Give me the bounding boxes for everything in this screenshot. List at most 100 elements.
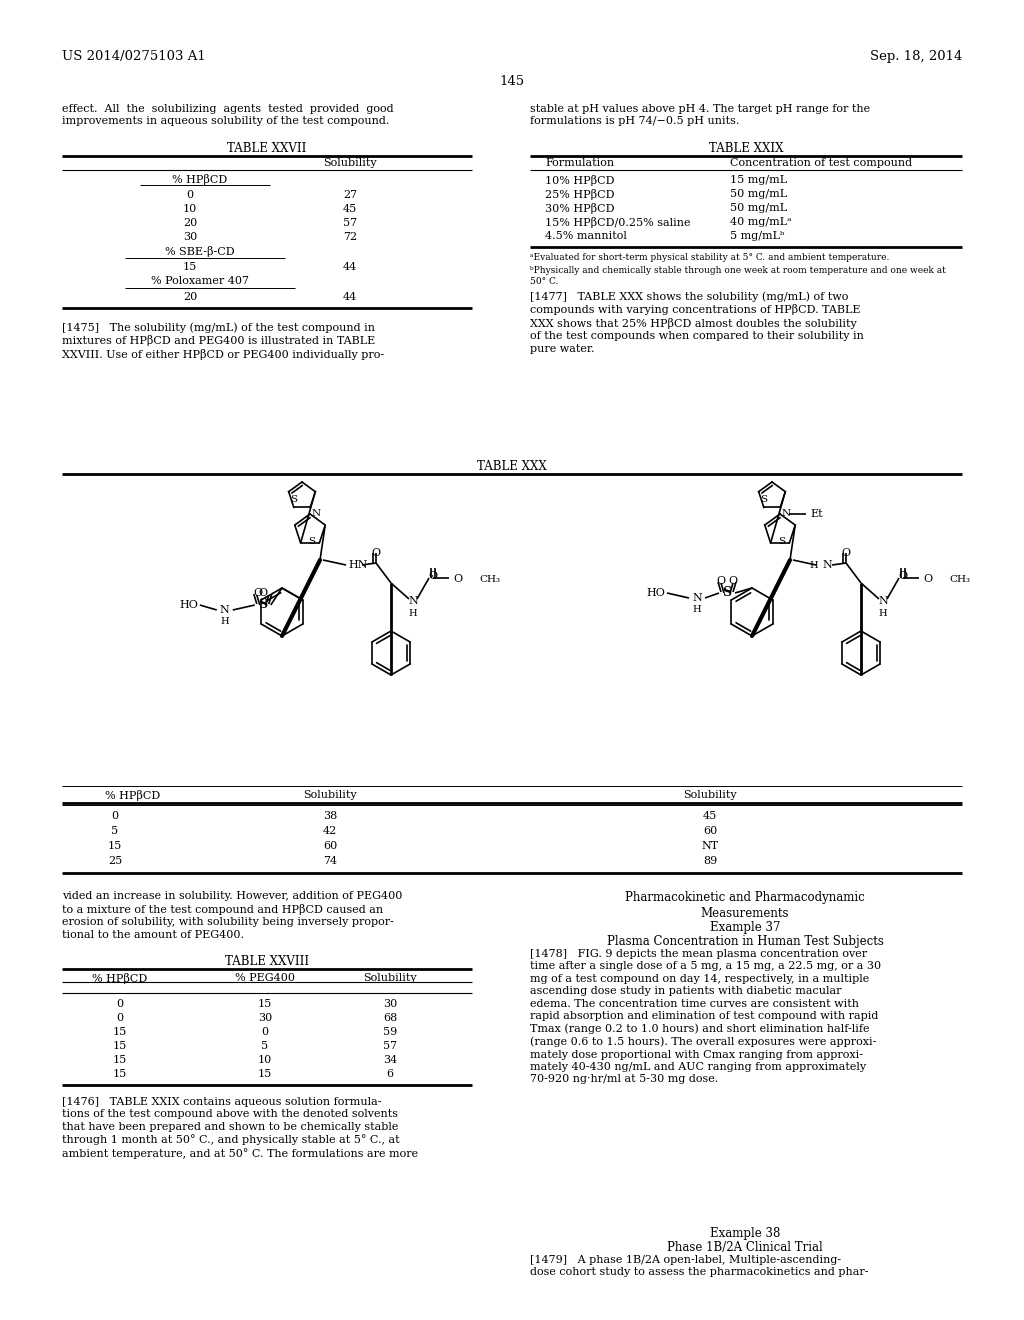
Text: effect.  All  the  solubilizing  agents  tested  provided  good
improvements in : effect. All the solubilizing agents test… <box>62 104 393 127</box>
Text: 89: 89 <box>702 855 717 866</box>
Text: Solubility: Solubility <box>324 158 377 168</box>
Text: O: O <box>924 574 933 583</box>
Text: TABLE XXVIII: TABLE XXVIII <box>225 954 309 968</box>
Text: % Poloxamer 407: % Poloxamer 407 <box>151 276 249 286</box>
Text: Phase 1B/2A Clinical Trial: Phase 1B/2A Clinical Trial <box>667 1241 823 1254</box>
Text: 45: 45 <box>343 205 357 214</box>
Text: 15: 15 <box>108 841 122 851</box>
Text: 10% HPβCD: 10% HPβCD <box>545 176 614 186</box>
Text: ᵃEvaluated for short-term physical stability at 5° C. and ambient temperature.: ᵃEvaluated for short-term physical stabi… <box>530 253 890 261</box>
Text: 25: 25 <box>108 855 122 866</box>
Text: 6: 6 <box>386 1069 393 1078</box>
Text: Pharmacokinetic and Pharmacodynamic
Measurements: Pharmacokinetic and Pharmacodynamic Meas… <box>625 891 865 920</box>
Text: [1475]   The solubility (mg/mL) of the test compound in
mixtures of HPβCD and PE: [1475] The solubility (mg/mL) of the tes… <box>62 322 384 360</box>
Text: TABLE XXX: TABLE XXX <box>477 459 547 473</box>
Text: N: N <box>220 605 229 615</box>
Text: 0: 0 <box>117 1012 124 1023</box>
Text: 0: 0 <box>112 810 119 821</box>
Text: vided an increase in solubility. However, addition of PEG400
to a mixture of the: vided an increase in solubility. However… <box>62 891 402 940</box>
Text: 44: 44 <box>343 261 357 272</box>
Text: [1476]   TABLE XXIX contains aqueous solution formula-
tions of the test compoun: [1476] TABLE XXIX contains aqueous solut… <box>62 1097 418 1159</box>
Text: [1477]   TABLE XXX shows the solubility (mg/mL) of two
compounds with varying co: [1477] TABLE XXX shows the solubility (m… <box>530 290 864 354</box>
Text: 30: 30 <box>258 1012 272 1023</box>
Text: 30: 30 <box>383 999 397 1008</box>
Text: HO: HO <box>646 587 665 598</box>
Text: 50 mg/mL: 50 mg/mL <box>730 203 787 213</box>
Text: 145: 145 <box>500 75 524 88</box>
Text: O: O <box>728 576 737 586</box>
Text: S: S <box>290 495 297 504</box>
Text: CH₃: CH₃ <box>479 574 500 583</box>
Text: NT: NT <box>701 841 719 851</box>
Text: US 2014/0275103 A1: US 2014/0275103 A1 <box>62 50 206 63</box>
Text: [1479]   A phase 1B/2A open-label, Multiple-ascending-
dose cohort study to asse: [1479] A phase 1B/2A open-label, Multipl… <box>530 1255 868 1278</box>
Text: CH₃: CH₃ <box>949 574 970 583</box>
Text: % HPβCD: % HPβCD <box>172 174 227 185</box>
Text: 5 mg/mLᵇ: 5 mg/mLᵇ <box>730 231 784 242</box>
Text: 68: 68 <box>383 1012 397 1023</box>
Text: S: S <box>778 537 785 546</box>
Text: Solubility: Solubility <box>683 789 737 800</box>
Text: Example 37: Example 37 <box>710 921 780 935</box>
Text: 15: 15 <box>113 1027 127 1038</box>
Text: TABLE XXVII: TABLE XXVII <box>227 143 306 154</box>
Text: 0: 0 <box>186 190 194 201</box>
Text: 0: 0 <box>261 1027 268 1038</box>
Text: 10: 10 <box>258 1055 272 1065</box>
Text: ᵇPhysically and chemically stable through one week at room temperature and one w: ᵇPhysically and chemically stable throug… <box>530 267 946 286</box>
Text: Sep. 18, 2014: Sep. 18, 2014 <box>869 50 962 63</box>
Text: O: O <box>898 572 907 581</box>
Text: HN: HN <box>348 560 368 570</box>
Text: N: N <box>409 597 418 606</box>
Text: S: S <box>723 586 731 599</box>
Text: [1478]   FIG. 9 depicts the mean plasma concentration over
time after a single d: [1478] FIG. 9 depicts the mean plasma co… <box>530 949 881 1085</box>
Text: H: H <box>220 618 229 627</box>
Text: % HPβCD: % HPβCD <box>105 789 160 801</box>
Text: 74: 74 <box>323 855 337 866</box>
Text: stable at pH values above pH 4. The target pH range for the
formulations is pH 7: stable at pH values above pH 4. The targ… <box>530 104 870 127</box>
Text: Solubility: Solubility <box>303 789 356 800</box>
Text: 30% HPβCD: 30% HPβCD <box>545 203 614 214</box>
Text: 20: 20 <box>183 292 198 302</box>
Text: 50 mg/mL: 50 mg/mL <box>730 189 787 199</box>
Text: 5: 5 <box>112 826 119 836</box>
Text: 72: 72 <box>343 232 357 242</box>
Text: Formulation: Formulation <box>545 158 614 168</box>
Text: S: S <box>258 598 267 611</box>
Text: 15: 15 <box>113 1055 127 1065</box>
Text: 15% HPβCD/0.25% saline: 15% HPβCD/0.25% saline <box>545 216 690 228</box>
Text: O: O <box>372 548 381 558</box>
Text: O: O <box>842 548 851 558</box>
Text: O: O <box>454 574 463 583</box>
Text: H: H <box>692 606 701 615</box>
Text: Example 38: Example 38 <box>710 1228 780 1239</box>
Text: 10: 10 <box>183 205 198 214</box>
Text: N: N <box>692 593 701 603</box>
Text: 5: 5 <box>261 1041 268 1051</box>
Text: 27: 27 <box>343 190 357 201</box>
Text: 25% HPβCD: 25% HPβCD <box>545 189 614 201</box>
Text: O: O <box>259 587 268 598</box>
Text: O: O <box>717 576 726 586</box>
Text: N: N <box>312 510 322 519</box>
Text: 38: 38 <box>323 810 337 821</box>
Text: O: O <box>253 587 262 598</box>
Text: 20: 20 <box>183 218 198 228</box>
Text: 15: 15 <box>258 1069 272 1078</box>
Text: Et: Et <box>810 510 822 519</box>
Text: 15: 15 <box>258 999 272 1008</box>
Text: Concentration of test compound: Concentration of test compound <box>730 158 912 168</box>
Text: % HPβCD: % HPβCD <box>92 973 147 983</box>
Text: Solubility: Solubility <box>364 973 417 983</box>
Text: 57: 57 <box>343 218 357 228</box>
Text: HO: HO <box>179 601 198 610</box>
Text: % PEG400: % PEG400 <box>234 973 295 983</box>
Text: 45: 45 <box>702 810 717 821</box>
Text: H: H <box>809 561 818 569</box>
Text: H: H <box>879 609 888 618</box>
Text: % SBE-β-CD: % SBE-β-CD <box>165 246 234 257</box>
Text: 60: 60 <box>323 841 337 851</box>
Text: Plasma Concentration in Human Test Subjects: Plasma Concentration in Human Test Subje… <box>606 935 884 948</box>
Text: O: O <box>428 572 437 581</box>
Text: N: N <box>822 560 831 570</box>
